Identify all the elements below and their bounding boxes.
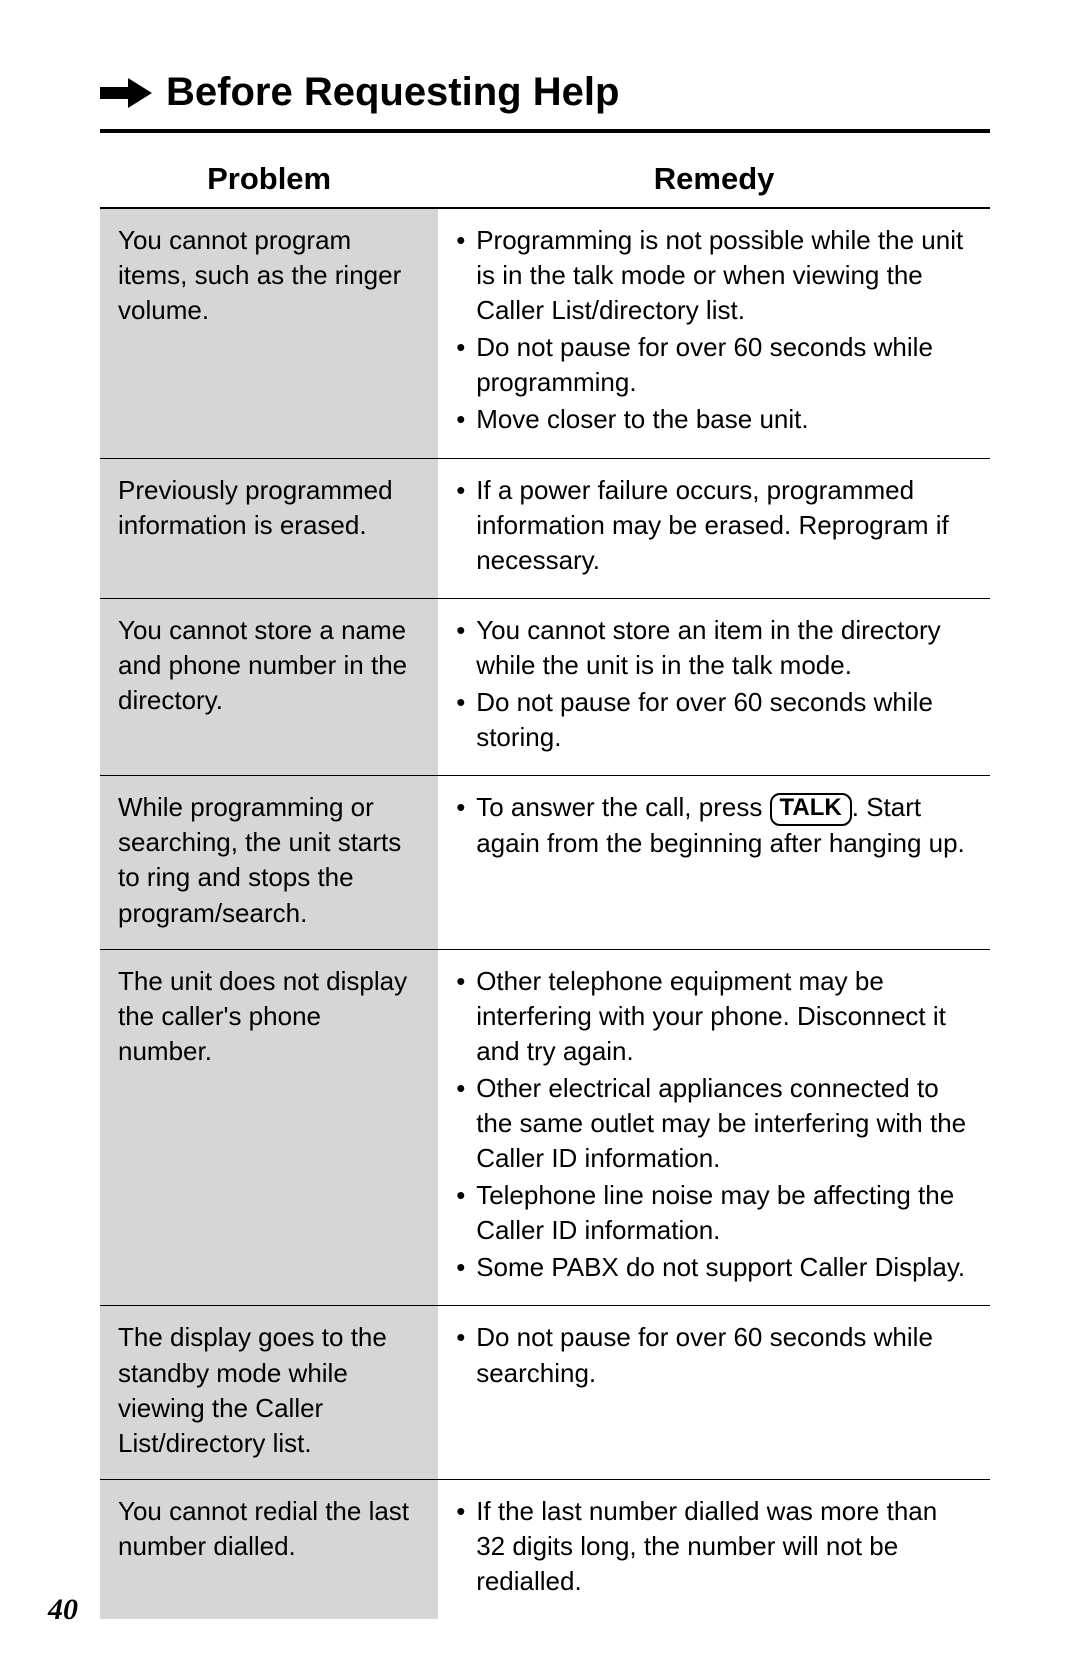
troubleshoot-table: Problem Remedy You cannot program items,… — [100, 155, 990, 1619]
remedy-item: If a power failure occurs, programmed in… — [456, 473, 972, 578]
remedy-item: To answer the call, press TALK. Start ag… — [456, 790, 972, 860]
remedy-item: Do not pause for over 60 seconds while s… — [456, 685, 972, 755]
remedy-cell: If the last number dialled was more than… — [438, 1479, 990, 1619]
column-header-remedy: Remedy — [438, 155, 990, 208]
table-row: While programming or searching, the unit… — [100, 776, 990, 949]
remedy-item: You cannot store an item in the director… — [456, 613, 972, 683]
problem-cell: The unit does not display the caller's p… — [100, 949, 438, 1306]
remedy-cell: Do not pause for over 60 seconds while s… — [438, 1306, 990, 1479]
remedy-text-pre: To answer the call, press — [476, 792, 769, 822]
remedy-cell: If a power failure occurs, programmed in… — [438, 458, 990, 598]
remedy-cell: You cannot store an item in the director… — [438, 598, 990, 775]
remedy-item: Other telephone equipment may be interfe… — [456, 964, 972, 1069]
remedy-cell: Other telephone equipment may be interfe… — [438, 949, 990, 1306]
section-header: Before Requesting Help — [100, 70, 990, 115]
table-row: The unit does not display the caller's p… — [100, 949, 990, 1306]
problem-cell: While programming or searching, the unit… — [100, 776, 438, 949]
table-row: You cannot store a name and phone number… — [100, 598, 990, 775]
divider — [100, 129, 990, 133]
remedy-item: If the last number dialled was more than… — [456, 1494, 972, 1599]
table-row: The display goes to the standby mode whi… — [100, 1306, 990, 1479]
remedy-item: Some PABX do not support Caller Display. — [456, 1250, 972, 1285]
remedy-list: Other telephone equipment may be interfe… — [456, 964, 972, 1286]
remedy-item: Other electrical appliances connected to… — [456, 1071, 972, 1176]
remedy-list: Do not pause for over 60 seconds while s… — [456, 1320, 972, 1390]
remedy-cell: To answer the call, press TALK. Start ag… — [438, 776, 990, 949]
arrow-right-icon — [100, 78, 152, 108]
remedy-item: Do not pause for over 60 seconds while s… — [456, 1320, 972, 1390]
remedy-list: To answer the call, press TALK. Start ag… — [456, 790, 972, 860]
section-title: Before Requesting Help — [166, 70, 619, 115]
remedy-item: Telephone line noise may be affecting th… — [456, 1178, 972, 1248]
manual-page: Before Requesting Help Problem Remedy Yo… — [0, 0, 1080, 1669]
remedy-list: You cannot store an item in the director… — [456, 613, 972, 755]
problem-cell: The display goes to the standby mode whi… — [100, 1306, 438, 1479]
problem-cell: Previously programmed information is era… — [100, 458, 438, 598]
remedy-cell: Programming is not possible while the un… — [438, 208, 990, 458]
table-row: You cannot redial the last number dialle… — [100, 1479, 990, 1619]
remedy-list: If a power failure occurs, programmed in… — [456, 473, 972, 578]
remedy-list: Programming is not possible while the un… — [456, 223, 972, 438]
talk-key-icon: TALK — [770, 793, 852, 825]
remedy-item: Programming is not possible while the un… — [456, 223, 972, 328]
table-row: You cannot program items, such as the ri… — [100, 208, 990, 458]
remedy-item: Do not pause for over 60 seconds while p… — [456, 330, 972, 400]
table-row: Previously programmed information is era… — [100, 458, 990, 598]
remedy-list: If the last number dialled was more than… — [456, 1494, 972, 1599]
problem-cell: You cannot program items, such as the ri… — [100, 208, 438, 458]
remedy-item: Move closer to the base unit. — [456, 402, 972, 437]
problem-cell: You cannot store a name and phone number… — [100, 598, 438, 775]
page-number: 40 — [48, 1593, 78, 1627]
column-header-problem: Problem — [100, 155, 438, 208]
problem-cell: You cannot redial the last number dialle… — [100, 1479, 438, 1619]
